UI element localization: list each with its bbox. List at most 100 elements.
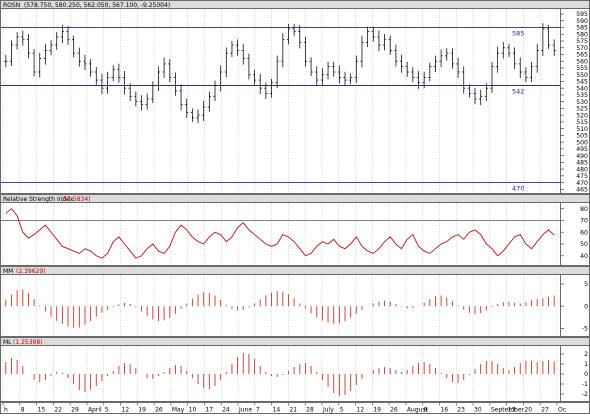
mm-grid — [2, 275, 558, 336]
y-tick-label: 495 — [576, 146, 588, 153]
rsi-grid — [2, 203, 558, 265]
y-tick-label: 500 — [576, 139, 588, 146]
date-labels: h 8 15 22 29 April 5 12 19 26 May 10 17 24 June 7 14 21 28… — [2, 402, 566, 413]
ohlc-bar — [224, 47, 228, 78]
ml-title: ML — [3, 339, 12, 346]
date-label: 24 — [222, 406, 230, 413]
ml-panel: ML (1.25398) -2 -1 0 1 2 — [0, 337, 590, 402]
ohlc-bar — [416, 70, 421, 89]
ohlc-bar — [89, 59, 93, 77]
ohlc-bar — [77, 47, 81, 67]
mm-histogram — [5, 289, 555, 328]
ohlc-bar — [366, 26, 370, 48]
ohlc-bar — [513, 47, 517, 70]
ohlc-bar — [236, 39, 240, 56]
ohlc-bar — [303, 36, 308, 67]
ohlc-bar — [83, 54, 87, 70]
y-tick-label: 570 — [576, 45, 588, 52]
price-header-values: (578.750, 580.250, 562.050, 567.100, -9.… — [24, 2, 170, 9]
ohlc-bar — [66, 25, 70, 46]
date-label: 26 — [155, 406, 163, 413]
date-label: April — [88, 406, 102, 413]
ohlc-bar — [111, 65, 115, 82]
ohlc-bar — [394, 44, 398, 67]
rsi-panel-frame — [0, 194, 590, 266]
ohlc-bar — [43, 43, 47, 65]
ohlc-bar — [247, 53, 251, 80]
y-tick-label: 520 — [576, 112, 588, 119]
date-label: August — [407, 406, 429, 413]
price-levels: 585 542 470 — [1, 27, 560, 193]
ohlc-bar — [269, 78, 274, 98]
ohlc-bar — [134, 91, 138, 107]
y-tick-label: 535 — [576, 92, 588, 99]
y-tick-label: 0 — [584, 371, 588, 378]
ohlc-bar — [354, 55, 358, 83]
ohlc-bar — [185, 98, 189, 118]
y-tick-label: 560 — [576, 58, 588, 65]
ohlc-bar — [320, 68, 324, 87]
y-tick-label: 510 — [576, 126, 588, 133]
ohlc-bar — [388, 35, 392, 55]
y-tick-label: 525 — [576, 106, 588, 113]
y-tick-label: 0 — [584, 303, 588, 310]
y-tick-label: 575 — [576, 38, 588, 45]
ohlc-bar — [190, 108, 194, 122]
ohlc-bar — [292, 24, 296, 37]
ohlc-bar — [49, 40, 53, 56]
ohlc-bar — [360, 35, 364, 68]
ohlc-bar — [151, 81, 155, 104]
ohlc-bar — [377, 30, 381, 52]
rsi-line — [1, 208, 560, 259]
y-tick-label: 505 — [576, 133, 588, 140]
y-tick-label: -2 — [582, 391, 588, 398]
ohlc-bar — [122, 70, 127, 95]
ohlc-bar — [26, 33, 31, 59]
y-tick-label: 555 — [576, 65, 588, 72]
date-label: 5 — [105, 406, 109, 413]
date-label: 23 — [457, 406, 465, 413]
date-label: 17 — [205, 406, 213, 413]
date-label: 14 — [273, 406, 281, 413]
y-tick-label: 465 — [576, 187, 588, 194]
ohlc-bar — [264, 82, 268, 99]
ohlc-bar — [467, 84, 471, 98]
ohlc-bar — [105, 71, 110, 94]
ohlc-bar — [529, 61, 534, 83]
ohlc-bar — [546, 24, 551, 50]
rsi-title: Relative Strength Index — [3, 196, 74, 203]
ohlc-bar — [433, 55, 438, 73]
mm-y-axis: -5 0 5 — [560, 281, 588, 333]
price-panel-frame — [0, 0, 590, 194]
ohlc-bar — [450, 48, 455, 69]
ohlc-bar — [15, 32, 19, 50]
ohlc-bar — [252, 69, 257, 85]
ohlc-bar — [349, 73, 353, 85]
ohlc-bar — [315, 66, 319, 86]
ohlc-bar — [100, 73, 104, 95]
y-tick-label: 70 — [580, 218, 588, 225]
ohlc-bar — [275, 55, 279, 89]
y-tick-label: 60 — [580, 229, 588, 236]
level-label: 585 — [512, 30, 524, 38]
date-label: 27 — [541, 406, 549, 413]
y-tick-label: 80 — [580, 206, 588, 213]
ohlc-bar — [552, 39, 556, 56]
ohlc-bar — [326, 61, 330, 80]
mm-header-value: (2.39629) — [16, 268, 46, 275]
date-label: May — [172, 406, 185, 413]
rsi-panel: Relative Strength Index (57.5834) 40 50 60… — [0, 194, 590, 266]
ohlc-bar — [411, 67, 415, 83]
date-label: 10 — [189, 406, 197, 413]
date-label: 12 — [357, 406, 365, 413]
ohlc-bar — [60, 25, 64, 44]
rsi-series-line — [5, 208, 555, 259]
y-tick-label: 530 — [576, 99, 588, 106]
y-tick-label: -5 — [582, 326, 588, 333]
ohlc-bar — [55, 32, 59, 50]
rsi-y-axis: 40 50 60 70 80 — [560, 206, 588, 260]
y-tick-label: 540 — [576, 85, 588, 92]
price-panel: ROSN (578.750, 580.250, 562.050, 567.100… — [0, 0, 590, 194]
rsi-header-value: (57.5834) — [61, 196, 91, 203]
